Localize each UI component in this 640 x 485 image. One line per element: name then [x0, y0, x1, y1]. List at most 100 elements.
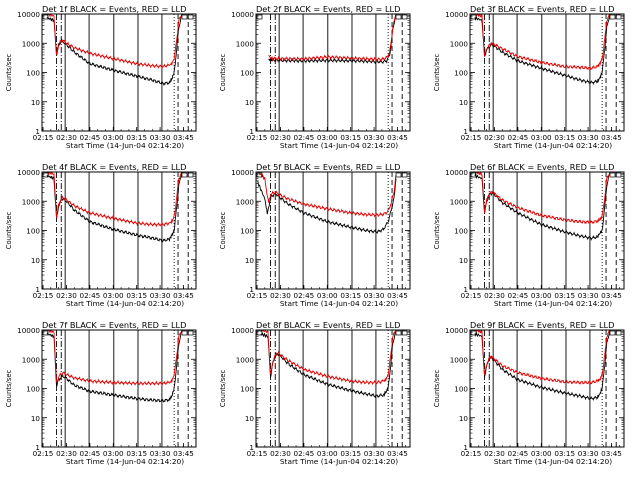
chart-panel-3: Det 3f BLACK = Events, RED = LLD 1 10 100 10… — [433, 4, 625, 150]
x-tick-label: 03:30 — [150, 449, 171, 458]
x-tick-label: 03:45 — [387, 449, 408, 458]
x-tick-label: 02:30 — [484, 133, 505, 142]
y-tick-label: 1 — [35, 443, 40, 452]
x-tick-label: 03:15 — [126, 291, 147, 300]
chart-title: Det 4f BLACK = Events, RED = LLD — [42, 162, 186, 172]
events-series-line — [46, 172, 183, 243]
y-tick-label: 10000 — [17, 168, 40, 177]
chart-title: Det 6f BLACK = Events, RED = LLD — [470, 162, 614, 172]
y-tick-label: 10000 — [231, 326, 254, 335]
events-series-line — [474, 330, 611, 401]
x-tick-label: 02:45 — [508, 133, 529, 142]
x-tick-label: 03:15 — [340, 291, 361, 300]
x-tick-label: 03:30 — [150, 133, 171, 142]
chart-panel-4: Det 4f BLACK = Events, RED = LLD 1 10 100 10… — [5, 162, 197, 308]
chart-panel-6: Det 6f BLACK = Events, RED = LLD 1 10 100 10… — [433, 162, 625, 308]
corner-marker — [609, 330, 616, 336]
lld-series-line — [474, 330, 611, 385]
y-tick-label: 100 — [454, 227, 468, 236]
corner-marker — [181, 14, 188, 20]
y-tick-label: 10000 — [17, 10, 40, 19]
corner-marker — [187, 330, 194, 336]
chart-title: Det 3f BLACK = Events, RED = LLD — [470, 4, 614, 14]
x-tick-label: 02:15 — [33, 449, 54, 458]
y-tick-label: 1 — [249, 127, 254, 136]
corner-marker — [401, 14, 408, 20]
x-tick-label: 03:30 — [364, 449, 385, 458]
y-tick-label: 10 — [31, 98, 41, 107]
chart-panel-1: Det 1f BLACK = Events, RED = LLD 1 10 100 10… — [5, 4, 197, 150]
chart-title: Det 7f BLACK = Events, RED = LLD — [42, 320, 186, 330]
x-tick-label: 02:30 — [56, 291, 77, 300]
events-series-line — [268, 14, 397, 65]
y-tick-label: 1000 — [450, 39, 469, 48]
y-tick-label: 1 — [463, 443, 468, 452]
x-tick-label: 02:30 — [270, 133, 291, 142]
x-tick-label: 03:30 — [150, 291, 171, 300]
y-tick-label: 100 — [240, 69, 254, 78]
y-tick-label: 10000 — [231, 168, 254, 177]
x-tick-label: 03:45 — [601, 449, 622, 458]
y-tick-label: 1 — [35, 127, 40, 136]
y-tick-label: 100 — [26, 385, 40, 394]
events-series-line — [46, 330, 183, 403]
chart-panel-5: Det 5f BLACK = Events, RED = LLD 1 10 100 10… — [219, 162, 411, 308]
chart-title: Det 9f BLACK = Events, RED = LLD — [470, 320, 614, 330]
x-tick-label: 03:45 — [173, 291, 194, 300]
lld-series-line — [46, 14, 183, 70]
chart-panel-8: Det 8f BLACK = Events, RED = LLD 1 10 100 10… — [219, 320, 411, 466]
x-tick-label: 02:30 — [484, 291, 505, 300]
y-tick-label: 10 — [459, 414, 469, 423]
y-tick-label: 1000 — [236, 39, 255, 48]
corner-marker — [395, 14, 402, 20]
y-tick-label: 10 — [459, 98, 469, 107]
x-tick-label: 02:30 — [270, 291, 291, 300]
y-tick-label: 10000 — [17, 326, 40, 335]
x-tick-label: 03:00 — [317, 449, 338, 458]
chart-panel-2: Det 2f BLACK = Events, RED = LLD 1 10 100 10… — [219, 4, 411, 150]
events-series-line — [260, 330, 397, 399]
x-tick-label: 03:15 — [340, 449, 361, 458]
corner-marker — [401, 172, 408, 178]
chart-title: Det 1f BLACK = Events, RED = LLD — [42, 4, 186, 14]
y-tick-label: 10000 — [231, 10, 254, 19]
y-axis-label: Counts/sec — [219, 370, 227, 408]
x-tick-label: 03:45 — [387, 133, 408, 142]
x-axis-label: Start Time (14-Jun-04 02:14:20) — [66, 457, 184, 466]
x-tick-label: 02:15 — [33, 291, 54, 300]
lld-series-line — [474, 14, 611, 71]
x-tick-label: 03:30 — [578, 449, 599, 458]
y-tick-label: 100 — [240, 227, 254, 236]
y-tick-label: 100 — [240, 385, 254, 394]
y-tick-label: 1 — [35, 285, 40, 294]
y-tick-label: 1 — [249, 285, 254, 294]
x-axis-label: Start Time (14-Jun-04 02:14:20) — [494, 299, 612, 308]
x-tick-label: 03:45 — [173, 449, 194, 458]
x-tick-label: 03:00 — [103, 133, 124, 142]
x-tick-label: 02:45 — [508, 291, 529, 300]
x-tick-label: 02:45 — [294, 133, 315, 142]
x-tick-label: 03:15 — [340, 133, 361, 142]
chart-title: Det 8f BLACK = Events, RED = LLD — [256, 320, 400, 330]
x-tick-label: 02:15 — [247, 133, 268, 142]
corner-marker — [187, 14, 194, 20]
y-tick-label: 1 — [463, 127, 468, 136]
x-tick-label: 02:30 — [56, 449, 77, 458]
x-tick-label: 02:30 — [56, 133, 77, 142]
y-axis-label: Counts/sec — [433, 54, 441, 92]
corner-marker — [401, 330, 408, 336]
y-axis-label: Counts/sec — [219, 212, 227, 250]
x-tick-label: 03:00 — [103, 291, 124, 300]
corner-marker — [609, 14, 616, 20]
x-tick-label: 02:15 — [461, 449, 482, 458]
x-tick-label: 03:15 — [554, 449, 575, 458]
y-tick-label: 10000 — [445, 10, 468, 19]
x-tick-label: 03:15 — [126, 133, 147, 142]
x-tick-label: 03:45 — [601, 291, 622, 300]
x-tick-label: 03:00 — [531, 291, 552, 300]
y-tick-label: 1000 — [22, 197, 41, 206]
corner-marker — [181, 172, 188, 178]
y-tick-label: 10 — [31, 414, 41, 423]
x-tick-label: 02:15 — [247, 449, 268, 458]
